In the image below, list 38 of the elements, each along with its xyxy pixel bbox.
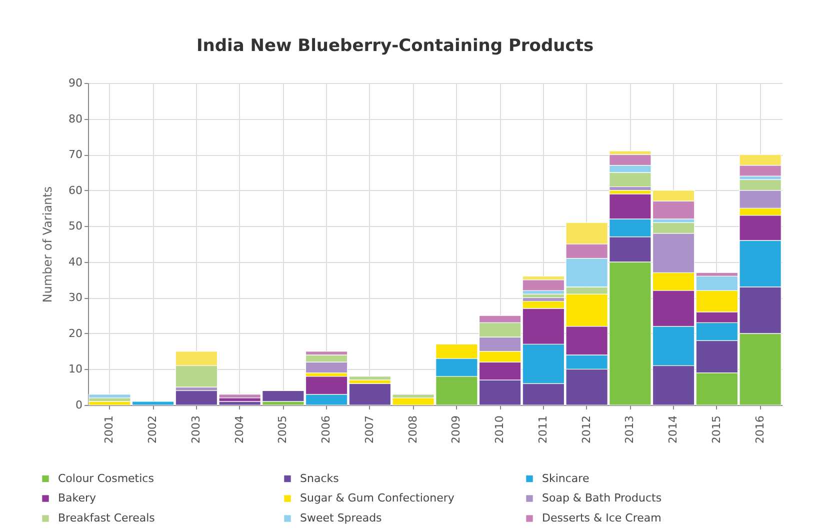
y-axis-title: Number of Variants (40, 186, 55, 303)
x-tick-label: 2012 (580, 416, 593, 444)
y-tick-label: 70 (68, 148, 82, 162)
y-tick-label: 60 (68, 184, 82, 197)
x-tick-label: 2011 (536, 416, 550, 444)
x-tick-label: 2013 (623, 416, 636, 444)
x-tick-label: 2014 (666, 416, 680, 444)
x-tick-label: 2003 (189, 416, 202, 444)
x-tick-label: 2016 (753, 416, 766, 444)
y-tick-label: 90 (68, 76, 82, 90)
chart-title: India New Blueberry-Containing Products (196, 36, 594, 56)
x-tick-label: 2002 (146, 416, 160, 444)
x-tick-label: 2007 (362, 416, 376, 444)
x-tick-label: 2006 (320, 416, 333, 444)
legend-label: Desserts & Ice Cream (542, 512, 662, 524)
x-tick-label: 2015 (710, 416, 723, 444)
x-tick-label: 2008 (406, 416, 420, 444)
y-tick-label: 80 (68, 112, 82, 126)
legend-label: Bakery (58, 492, 97, 504)
bar (88, 394, 131, 398)
legend-label: Snacks (300, 472, 340, 485)
x-tick-label: 2009 (450, 416, 463, 444)
y-tick-label: 40 (68, 255, 82, 268)
legend-label: Skincare (542, 472, 590, 485)
legend-label: Colour Cosmetics (58, 472, 154, 485)
y-tick-label: 20 (68, 326, 82, 340)
x-tick-label: 2010 (493, 416, 506, 444)
x-tick-label: 2001 (102, 416, 116, 444)
legend-label: Sweet Spreads (300, 512, 382, 524)
y-tick-label: 30 (68, 291, 82, 304)
legend-label: Sugar & Gum Confectionery (300, 492, 455, 504)
x-tick-label: 2005 (276, 416, 290, 444)
legend-label: Breakfast Cereals (58, 512, 156, 524)
y-tick-label: 50 (68, 220, 82, 233)
legend-label: Soap & Bath Products (542, 492, 662, 504)
y-tick-label: 10 (68, 362, 82, 376)
x-tick-label: 2004 (232, 416, 246, 444)
y-tick-label: 0 (76, 398, 82, 412)
